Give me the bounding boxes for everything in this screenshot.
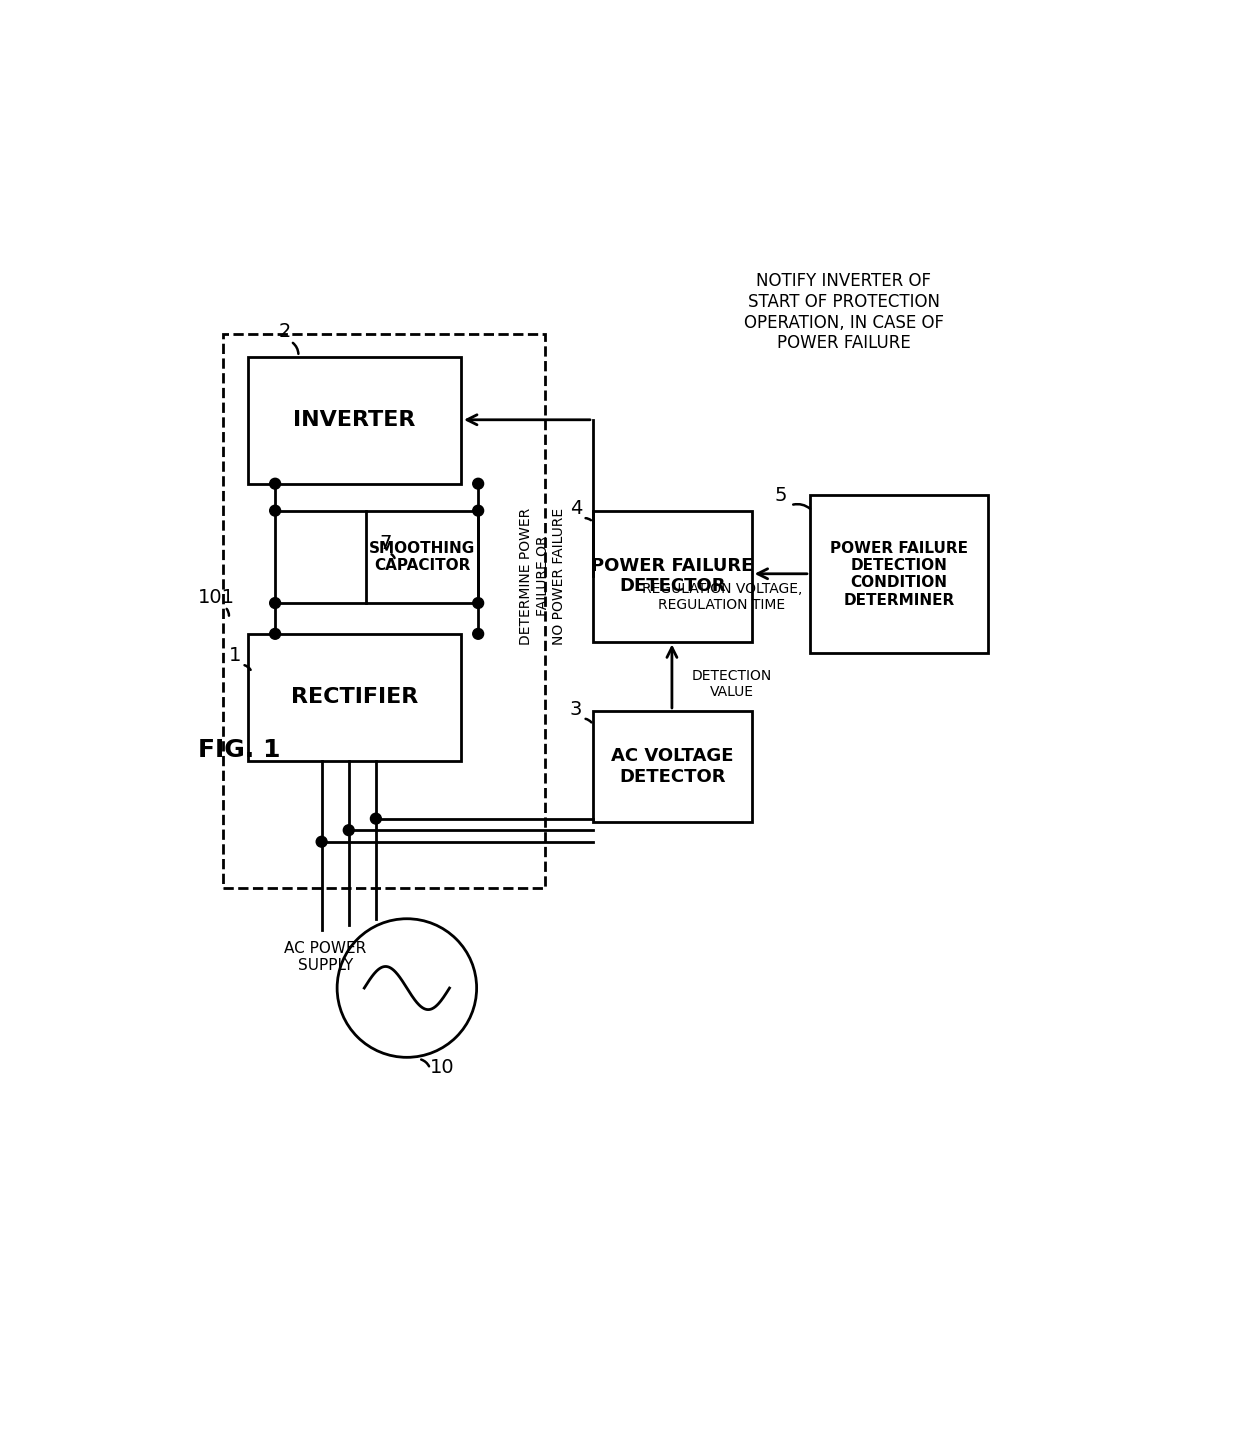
Text: 101: 101 [197,589,234,607]
Text: INVERTER: INVERTER [294,410,415,430]
Text: RECTIFIER: RECTIFIER [291,687,418,707]
Text: 7: 7 [379,534,392,553]
Circle shape [270,478,280,490]
Text: POWER FAILURE
DETECTION
CONDITION
DETERMINER: POWER FAILURE DETECTION CONDITION DETERM… [830,540,968,607]
Circle shape [472,478,484,490]
Text: AC POWER
SUPPLY: AC POWER SUPPLY [284,941,367,974]
Text: 5: 5 [775,487,787,505]
Bar [810,495,988,653]
Text: 1: 1 [228,646,241,664]
Circle shape [270,597,280,609]
Text: 10: 10 [430,1058,455,1077]
Bar [593,710,751,822]
Text: POWER FAILURE
DETECTOR: POWER FAILURE DETECTOR [591,557,754,596]
Text: SMOOTHING
CAPACITOR: SMOOTHING CAPACITOR [368,541,475,573]
Circle shape [472,629,484,639]
Text: 2: 2 [279,322,291,341]
Circle shape [337,919,476,1057]
Bar [223,334,544,888]
Text: DETERMINE POWER
FAILURE OR
NO POWER FAILURE: DETERMINE POWER FAILURE OR NO POWER FAIL… [520,507,565,644]
Text: 3: 3 [569,700,582,719]
Circle shape [316,836,327,848]
Text: FIG. 1: FIG. 1 [197,737,280,762]
Bar [593,511,751,642]
Text: DETECTION
VALUE: DETECTION VALUE [692,669,771,699]
Bar [366,511,479,603]
Circle shape [343,825,355,836]
Circle shape [472,597,484,609]
Circle shape [472,505,484,516]
Circle shape [270,629,280,639]
Text: NOTIFY INVERTER OF
START OF PROTECTION
OPERATION, IN CASE OF
POWER FAILURE: NOTIFY INVERTER OF START OF PROTECTION O… [744,272,944,352]
Bar [248,634,461,760]
Text: AC VOLTAGE
DETECTOR: AC VOLTAGE DETECTOR [611,748,734,786]
Text: 4: 4 [569,500,582,518]
Circle shape [270,505,280,516]
Bar [248,357,461,484]
Circle shape [371,813,382,823]
Text: REGULATION VOLTAGE,
REGULATION TIME: REGULATION VOLTAGE, REGULATION TIME [642,581,802,611]
